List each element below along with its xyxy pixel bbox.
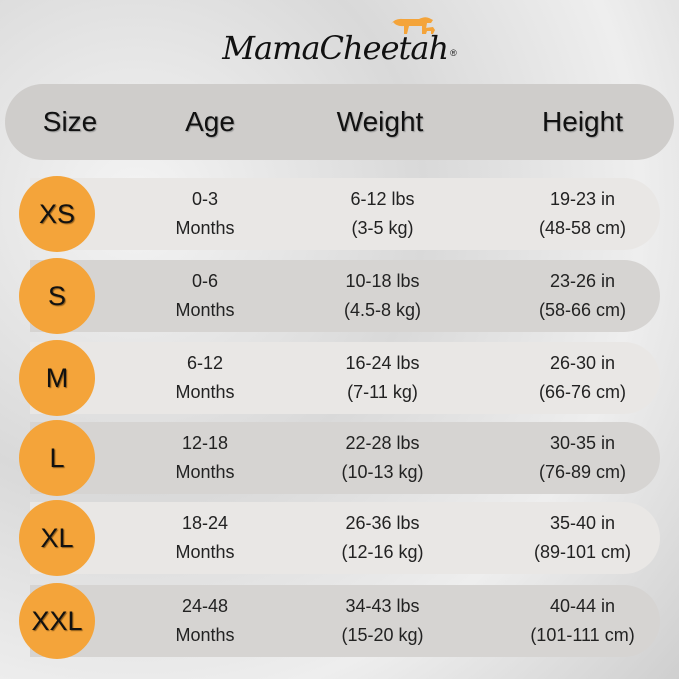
height-cell: 19-23 in (48-58 cm) bbox=[505, 185, 660, 243]
size-badge: XXL bbox=[19, 583, 95, 659]
table-row bbox=[30, 502, 660, 574]
size-badge: L bbox=[19, 420, 95, 496]
age-line: 18-24 bbox=[181, 513, 229, 533]
height-cell: 26-30 in (66-76 cm) bbox=[505, 349, 660, 407]
weight-line: 10-18 lbs bbox=[345, 271, 420, 291]
age-cell: 24-48 Months bbox=[140, 592, 270, 650]
age-line: 0-3 bbox=[191, 189, 218, 209]
height-line: 40-44 in bbox=[549, 596, 616, 616]
age-line: Months bbox=[175, 542, 235, 562]
header-height: Height bbox=[542, 106, 623, 137]
brand-logo: MamaCheetah ® bbox=[0, 16, 679, 68]
age-line: Months bbox=[175, 382, 235, 402]
weight-line: (10-13 kg) bbox=[341, 462, 424, 482]
height-line: 19-23 in bbox=[549, 189, 616, 209]
height-line: (76-89 cm) bbox=[538, 462, 627, 482]
weight-line: 16-24 lbs bbox=[345, 353, 420, 373]
height-line: 30-35 in bbox=[549, 433, 616, 453]
height-cell: 23-26 in (58-66 cm) bbox=[505, 267, 660, 325]
age-cell: 18-24 Months bbox=[140, 509, 270, 567]
header-weight: Weight bbox=[336, 106, 424, 137]
weight-line: (15-20 kg) bbox=[341, 625, 424, 645]
size-badge: XS bbox=[19, 176, 95, 252]
height-cell: 40-44 in (101-111 cm) bbox=[505, 592, 660, 650]
height-cell: 30-35 in (76-89 cm) bbox=[505, 429, 660, 487]
weight-cell: 22-28 lbs (10-13 kg) bbox=[310, 429, 455, 487]
height-line: (101-111 cm) bbox=[530, 625, 635, 645]
height-line: 35-40 in bbox=[549, 513, 616, 533]
registered-mark: ® bbox=[450, 48, 457, 58]
age-line: Months bbox=[175, 462, 235, 482]
age-line: 0-6 bbox=[191, 271, 218, 291]
age-line: Months bbox=[175, 300, 235, 320]
table-header: Size Age Weight Height bbox=[5, 84, 674, 160]
height-line: (66-76 cm) bbox=[538, 382, 627, 402]
table-row bbox=[30, 260, 660, 332]
height-line: (89-101 cm) bbox=[533, 542, 632, 562]
height-line: 26-30 in bbox=[549, 353, 616, 373]
age-cell: 0-3 Months bbox=[140, 185, 270, 243]
weight-line: 6-12 lbs bbox=[350, 189, 415, 209]
brand-name: MamaCheetah bbox=[222, 29, 449, 67]
weight-line: 22-28 lbs bbox=[345, 433, 420, 453]
age-line: 6-12 bbox=[186, 353, 224, 373]
size-badge: S bbox=[19, 258, 95, 334]
weight-cell: 6-12 lbs (3-5 kg) bbox=[310, 185, 455, 243]
weight-cell: 34-43 lbs (15-20 kg) bbox=[310, 592, 455, 650]
table-row bbox=[30, 585, 660, 657]
age-cell: 6-12 Months bbox=[140, 349, 270, 407]
table-row bbox=[30, 342, 660, 414]
table-row bbox=[30, 178, 660, 250]
weight-line: (3-5 kg) bbox=[351, 218, 414, 238]
age-line: 24-48 bbox=[181, 596, 229, 616]
height-line: 23-26 in bbox=[549, 271, 616, 291]
header-size: Size bbox=[42, 106, 98, 137]
age-line: Months bbox=[175, 625, 235, 645]
weight-cell: 26-36 lbs (12-16 kg) bbox=[310, 509, 455, 567]
header-age: Age bbox=[185, 106, 235, 137]
table-row bbox=[30, 422, 660, 494]
age-cell: 0-6 Months bbox=[140, 267, 270, 325]
age-line: Months bbox=[175, 218, 235, 238]
cheetah-icon bbox=[390, 17, 435, 34]
weight-line: 34-43 lbs bbox=[345, 596, 420, 616]
weight-line: (4.5-8 kg) bbox=[343, 300, 422, 320]
height-line: (58-66 cm) bbox=[538, 300, 627, 320]
height-line: (48-58 cm) bbox=[538, 218, 627, 238]
size-badge: XL bbox=[19, 500, 95, 576]
weight-line: (7-11 kg) bbox=[347, 382, 418, 402]
weight-line: 26-36 lbs bbox=[345, 513, 420, 533]
height-cell: 35-40 in (89-101 cm) bbox=[505, 509, 660, 567]
age-cell: 12-18 Months bbox=[140, 429, 270, 487]
age-line: 12-18 bbox=[181, 433, 229, 453]
brand-logo-group: MamaCheetah ® bbox=[222, 17, 457, 68]
size-badge: M bbox=[19, 340, 95, 416]
weight-cell: 16-24 lbs (7-11 kg) bbox=[310, 349, 455, 407]
weight-line: (12-16 kg) bbox=[341, 542, 424, 562]
weight-cell: 10-18 lbs (4.5-8 kg) bbox=[310, 267, 455, 325]
